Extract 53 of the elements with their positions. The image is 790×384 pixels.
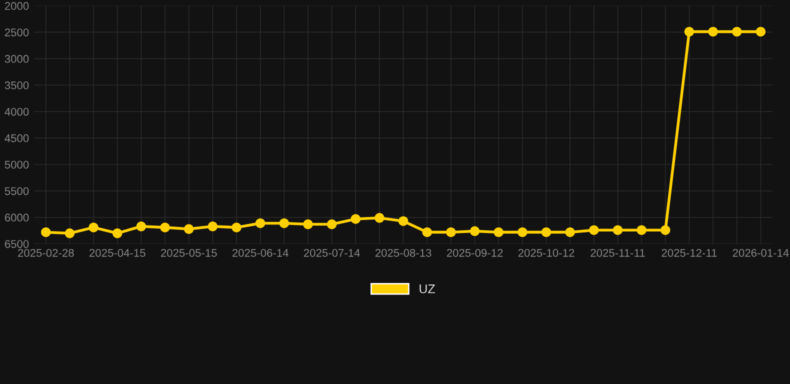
x-tick-label: 2025-12-11: [662, 248, 717, 257]
point: [303, 219, 313, 230]
point: [255, 218, 266, 228]
y-tick-label: 3000: [4, 54, 29, 63]
point: [112, 228, 122, 238]
x-tick-label: 2026-01-14: [732, 248, 789, 257]
y-tick-label: 6500: [4, 240, 29, 248]
y-tick-label: 2000: [4, 2, 29, 10]
y-tick-label: 2500: [4, 28, 29, 36]
x-tick-label: 2025-04-15: [90, 248, 146, 257]
point: [565, 227, 575, 238]
y-tick-label: 3500: [4, 81, 29, 90]
point: [732, 26, 742, 37]
x-tick-label: 2025-06-14: [232, 248, 288, 257]
point: [88, 222, 98, 232]
x-tick-label: 2025-10-12: [518, 248, 574, 257]
point: [41, 227, 51, 238]
point: [589, 225, 599, 235]
y-tick-label: 4000: [4, 108, 29, 116]
point: [232, 222, 242, 232]
point: [708, 26, 718, 37]
point: [660, 225, 670, 235]
point: [756, 26, 766, 37]
point: [64, 228, 75, 238]
y-tick-label: 5000: [4, 160, 29, 169]
point: [326, 219, 337, 230]
x-tick-label: 2025-07-14: [304, 248, 360, 257]
point: [470, 226, 480, 236]
point: [184, 224, 194, 234]
point: [636, 225, 646, 235]
point: [374, 213, 384, 223]
legend-label: UZ: [420, 284, 435, 294]
y-tick-label: 5500: [4, 187, 29, 196]
y-tick-label: 4500: [4, 134, 29, 142]
x-tick-label: 2025-08-13: [375, 248, 432, 257]
x-tick-label: 2025-02-28: [18, 248, 74, 257]
point: [518, 227, 528, 238]
point: [494, 227, 504, 238]
point: [208, 222, 218, 232]
point: [541, 227, 552, 238]
point: [684, 26, 694, 37]
point: [279, 218, 290, 228]
point: [136, 222, 146, 232]
point: [398, 216, 408, 226]
point: [350, 214, 360, 224]
point: [612, 225, 623, 235]
y-tick-label: 6000: [4, 214, 29, 222]
x-tick-label: 2025-05-15: [160, 248, 217, 257]
x-tick-label: 2025-11-11: [590, 248, 645, 257]
x-tick-label: 2025-09-12: [446, 248, 503, 257]
point: [160, 222, 170, 232]
point: [446, 227, 456, 238]
point: [422, 227, 432, 238]
